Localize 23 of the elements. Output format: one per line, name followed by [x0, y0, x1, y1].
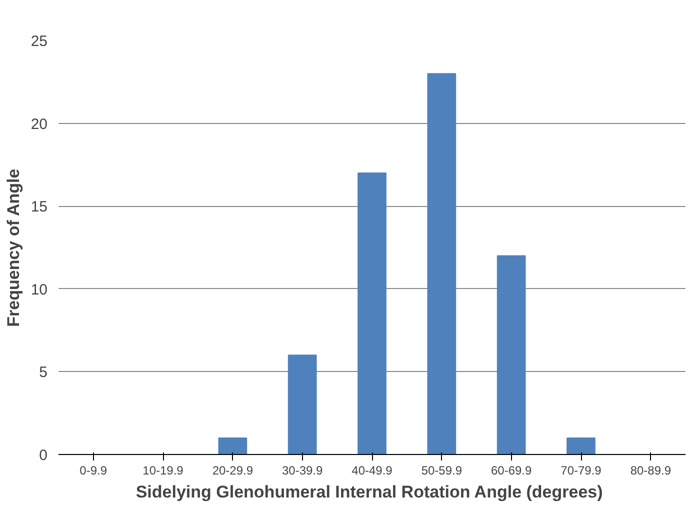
x-tick-label: 70-79.9 [560, 464, 602, 478]
y-tick-label: 25 [30, 33, 48, 50]
x-tick-label: 50-59.9 [421, 464, 462, 478]
bar [288, 354, 317, 454]
y-tick-label: 20 [30, 116, 48, 133]
y-tick-label: 10 [30, 281, 48, 298]
y-axis-title: Frequency of Angle [4, 168, 23, 327]
x-axis-title: Sidelying Glenohumeral Internal Rotation Angle (degrees) [136, 482, 603, 502]
y-tick-label: 5 [39, 364, 48, 382]
bar [566, 437, 596, 454]
x-tick-label: 0-9.9 [80, 464, 108, 478]
x-tick-label: 80-89.9 [630, 464, 672, 478]
x-tick-label: 60-69.9 [490, 464, 532, 478]
y-tick-label: 0 [39, 447, 48, 464]
x-tick-label: 30-39.9 [282, 464, 324, 478]
bar [358, 172, 386, 454]
bar [218, 437, 248, 454]
bar [496, 255, 526, 454]
x-tick-label: 20-29.9 [212, 464, 254, 478]
x-tick-label: 10-19.9 [142, 464, 184, 478]
x-tick-label: 40-49.9 [352, 464, 393, 478]
y-tick-label: 15 [30, 198, 48, 216]
bar [427, 73, 456, 454]
